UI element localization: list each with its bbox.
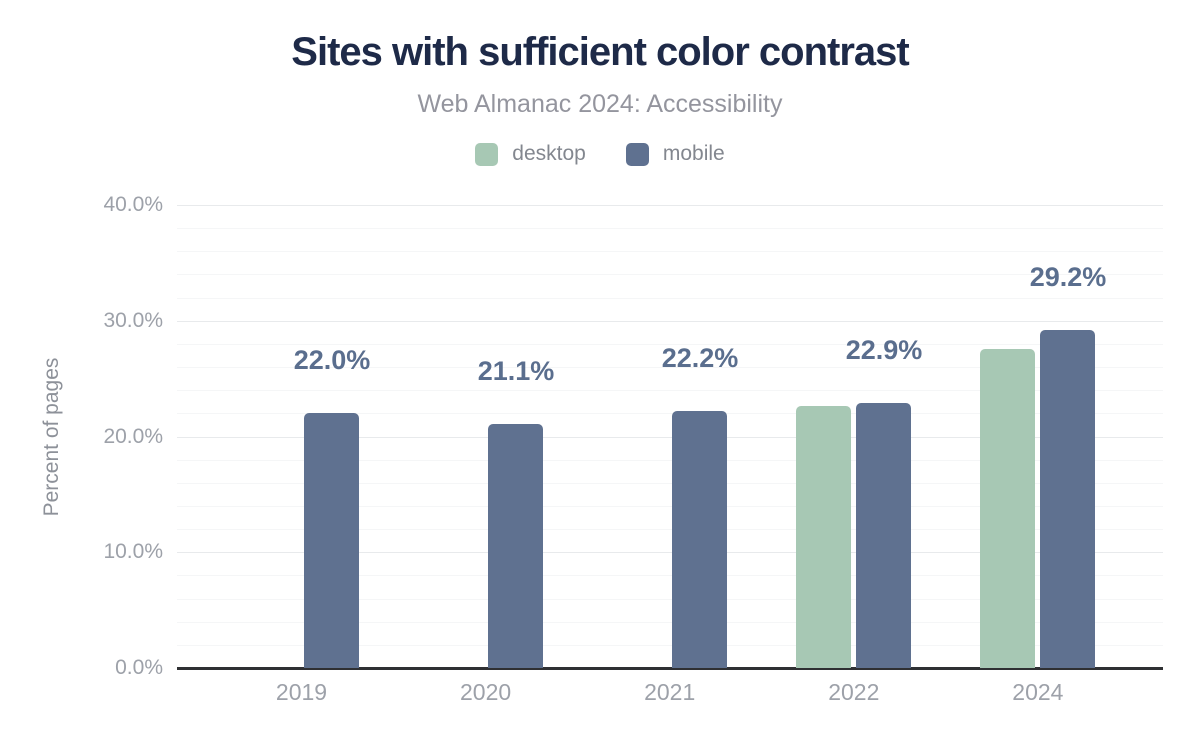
minor-gridline bbox=[177, 575, 1163, 576]
minor-gridline bbox=[177, 367, 1163, 368]
y-axis-tick-label: 30.0% bbox=[103, 309, 163, 332]
x-axis-tick-label: 2020 bbox=[460, 679, 512, 705]
x-axis-tick-label: 2022 bbox=[828, 679, 880, 705]
bar-value-label-2020: 21.1% bbox=[477, 356, 555, 386]
minor-gridline bbox=[177, 413, 1163, 414]
minor-gridline bbox=[177, 390, 1163, 391]
minor-gridline bbox=[177, 506, 1163, 507]
legend-item-desktop[interactable]: desktop bbox=[475, 142, 586, 166]
x-axis-tick-label: 2019 bbox=[275, 679, 328, 705]
minor-gridline bbox=[177, 529, 1163, 530]
bar-value-label-2022: 22.9% bbox=[845, 335, 923, 365]
y-axis-tick-label: 20.0% bbox=[103, 425, 163, 448]
legend-label-desktop: desktop bbox=[512, 142, 586, 165]
major-gridline bbox=[177, 321, 1163, 322]
bar-value-label-2021: 22.2% bbox=[661, 343, 739, 373]
desktop-bar-2024[interactable] bbox=[980, 349, 1035, 668]
minor-gridline bbox=[177, 483, 1163, 484]
y-axis-tick-label: 40.0% bbox=[103, 193, 163, 216]
minor-gridline bbox=[177, 298, 1163, 299]
desktop-bar-2022[interactable] bbox=[796, 406, 851, 668]
desktop-swatch-icon bbox=[475, 142, 499, 166]
legend-item-mobile[interactable]: mobile bbox=[625, 142, 725, 166]
minor-gridline bbox=[177, 228, 1163, 229]
x-axis-tick-label: 2024 bbox=[1012, 679, 1064, 705]
major-gridline bbox=[177, 205, 1163, 206]
minor-gridline bbox=[177, 622, 1163, 623]
x-axis-tick-label: 2021 bbox=[644, 679, 696, 705]
x-axis-line bbox=[177, 667, 1163, 670]
major-gridline bbox=[177, 552, 1163, 553]
minor-gridline bbox=[177, 599, 1163, 600]
minor-gridline bbox=[177, 460, 1163, 461]
y-axis-tick-label: 10.0% bbox=[103, 540, 163, 563]
mobile-swatch-icon bbox=[625, 142, 649, 166]
minor-gridline bbox=[177, 251, 1163, 252]
bar-value-label-2024: 29.2% bbox=[1029, 262, 1107, 292]
minor-gridline bbox=[177, 344, 1163, 345]
mobile-bar-2020[interactable] bbox=[488, 424, 543, 668]
y-axis-tick-label: 0.0% bbox=[115, 656, 163, 679]
bar-value-label-2019: 22.0% bbox=[293, 345, 371, 375]
mobile-bar-2019[interactable] bbox=[304, 413, 359, 668]
legend-label-mobile: mobile bbox=[662, 142, 725, 165]
minor-gridline bbox=[177, 645, 1163, 646]
chart-subtitle: Web Almanac 2024: Accessibility bbox=[417, 90, 783, 118]
mobile-bar-2022[interactable] bbox=[856, 403, 911, 668]
legend: desktop mobile bbox=[0, 140, 1200, 168]
major-gridline bbox=[177, 437, 1163, 438]
mobile-bar-2021[interactable] bbox=[672, 411, 727, 668]
mobile-bar-2024[interactable] bbox=[1040, 330, 1095, 668]
y-axis-title: Percent of pages bbox=[40, 357, 63, 517]
minor-gridline bbox=[177, 274, 1163, 275]
chart-title: Sites with sufficient color contrast bbox=[291, 30, 909, 74]
